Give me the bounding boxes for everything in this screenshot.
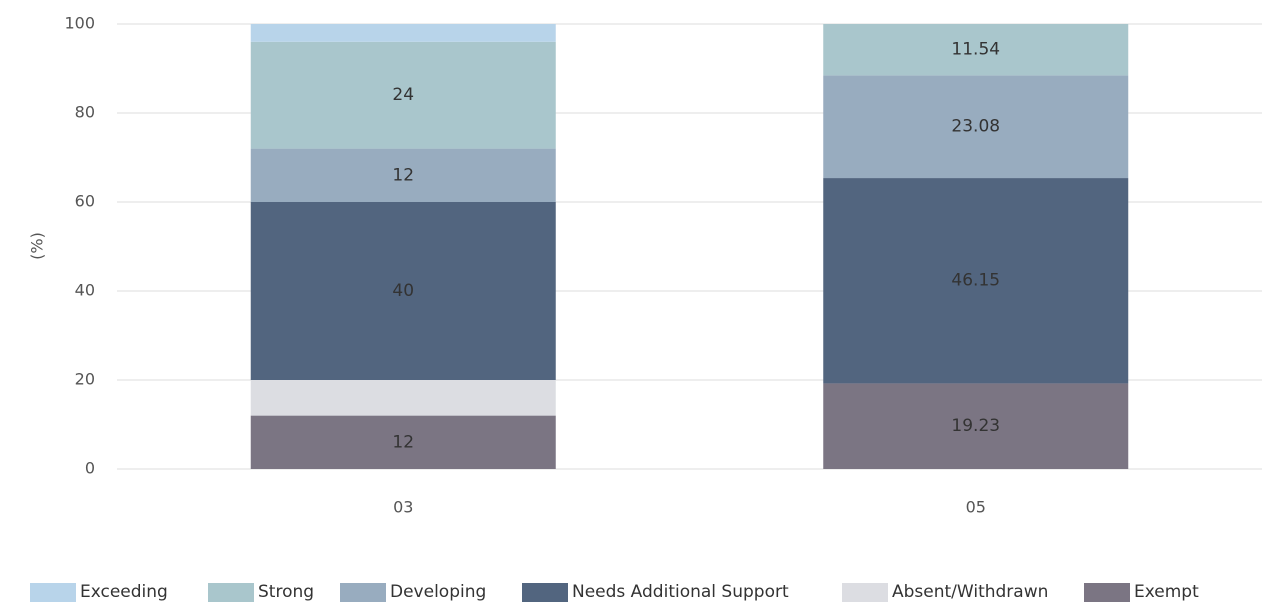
x-tick-label: 05 xyxy=(966,498,986,517)
y-axis-label: (%) xyxy=(28,232,47,260)
bar-segment xyxy=(250,202,556,380)
legend-swatch xyxy=(30,583,76,602)
bar-segment xyxy=(250,41,556,149)
y-tick-label: 0 xyxy=(85,459,95,478)
legend-swatch xyxy=(1084,583,1130,602)
bar-segment xyxy=(250,380,556,416)
legend-swatch xyxy=(842,583,888,602)
legend-label: Developing xyxy=(390,582,486,602)
y-tick-label: 100 xyxy=(64,14,95,33)
data-label: 23.08 xyxy=(951,117,1000,137)
legend-label: Absent/Withdrawn xyxy=(892,582,1048,602)
legend-label: Exempt xyxy=(1134,582,1199,602)
bar-segment xyxy=(250,148,556,202)
data-label: 12 xyxy=(392,165,414,185)
data-label: 11.54 xyxy=(951,40,1000,60)
data-label: 24 xyxy=(392,85,414,105)
legend-label: Needs Additional Support xyxy=(572,582,789,602)
legend-swatch xyxy=(208,583,254,602)
x-tick-label: 03 xyxy=(393,498,413,517)
bar-segment xyxy=(823,178,1129,384)
legend-swatch xyxy=(340,583,386,602)
bar-segment xyxy=(823,383,1129,469)
data-label: 19.23 xyxy=(951,416,1000,436)
legend-label: Strong xyxy=(258,582,314,602)
bar-segment xyxy=(250,415,556,469)
bar-segment xyxy=(823,24,1129,76)
legend-label: Exceeding xyxy=(80,582,168,602)
y-tick-label: 20 xyxy=(75,370,95,389)
y-tick-label: 60 xyxy=(75,192,95,211)
data-label: 40 xyxy=(392,281,414,301)
bar-segment xyxy=(250,24,556,42)
data-label: 12 xyxy=(392,432,414,452)
y-tick-label: 40 xyxy=(75,281,95,300)
data-label: 46.15 xyxy=(951,271,1000,291)
y-tick-label: 80 xyxy=(75,103,95,122)
legend-swatch xyxy=(522,583,568,602)
bar-segment xyxy=(823,75,1129,179)
